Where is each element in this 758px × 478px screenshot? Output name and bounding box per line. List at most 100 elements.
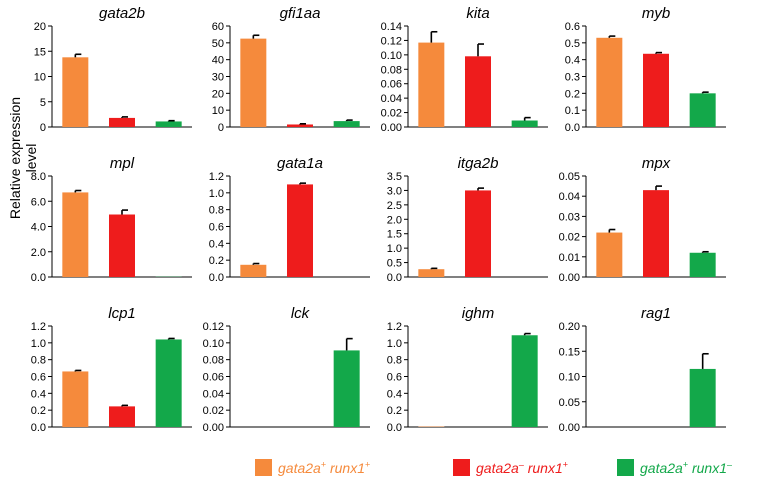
legend-item-orange: gata2a+ runx1+ [255,458,370,478]
panel-title: gata2b [99,5,145,22]
y-tick-label: 10 [34,72,46,84]
y-tick-label: 0.0 [565,122,580,134]
bar [418,42,445,127]
bar [109,117,135,127]
panel-title: mpx [642,155,671,172]
bar [596,37,623,127]
y-tick-label: 0.10 [559,372,580,384]
y-tick-label: 0 [218,122,224,134]
y-tick-label: 0.6 [31,372,46,384]
y-axis-label: Relative expression level [7,96,39,220]
y-tick-label: 60 [212,21,224,33]
y-tick-label: 40 [212,55,224,67]
y-tick-label: 0.04 [559,191,580,203]
panel-title: rag1 [641,305,671,322]
y-tick-label: 0.00 [559,272,580,284]
y-tick-label: 0.02 [559,232,580,244]
bar [155,339,182,427]
y-tick-label: 0.06 [203,372,224,384]
y-tick-label: 0.4 [387,388,402,400]
legend-item-red: gata2a– runx1+ [453,458,568,478]
bar [287,184,313,277]
bar [240,38,267,127]
y-tick-label: 8.0 [31,171,46,183]
y-tick-label: 1.2 [209,171,224,183]
panel-title: myb [642,5,670,22]
bar [333,350,360,427]
bar [333,121,360,127]
y-tick-label: 0.14 [381,21,402,33]
y-tick-label: 2.0 [387,214,402,226]
y-tick-label: 50 [212,38,224,50]
y-tick-label: 0.0 [31,422,46,434]
y-tick-label: 1.0 [209,188,224,200]
y-tick-label: 0.2 [565,88,580,100]
bar [643,190,669,277]
y-tick-label: 0.8 [209,205,224,217]
y-tick-label: 0.20 [559,321,580,333]
y-tick-label: 30 [212,72,224,84]
bar [109,406,135,427]
bar [689,93,716,127]
y-tick-label: 0.0 [209,272,224,284]
y-tick-label: 0 [40,122,46,134]
y-tick-label: 0.03 [559,211,580,223]
y-tick-label: 0.8 [31,355,46,367]
legend-swatch [255,458,272,476]
y-tick-label: 1.0 [31,338,46,350]
y-tick-label: 0.4 [209,238,224,250]
bar [689,368,716,427]
bar [643,53,669,127]
panel-title: lck [291,305,311,322]
y-tick-label: 0.04 [381,93,402,105]
legend-gene: runx1 [329,459,366,476]
y-tick-label: 20 [34,21,46,33]
y-tick-label: 0.06 [381,79,402,91]
y-tick-label: 0.10 [381,50,402,62]
y-tick-label: 0.2 [31,405,46,417]
y-tick-label: 0.5 [387,258,402,270]
y-tick-label: 1.0 [387,338,402,350]
y-tick-label: 0.12 [381,35,402,47]
y-tick-label: 0.15 [559,346,580,358]
bar [465,190,491,277]
y-tick-label: 0.08 [381,64,402,76]
y-tick-label: 0.6 [209,222,224,234]
y-tick-label: 6.0 [31,196,46,208]
y-tick-label: 0.8 [387,355,402,367]
y-tick-label: 0.6 [387,372,402,384]
bar [689,252,716,277]
legend-swatch [453,458,470,476]
panel-title: kita [466,5,489,22]
bar [287,124,313,127]
bar [511,335,538,427]
y-tick-label: 15 [34,46,46,58]
y-tick-label: 1.2 [387,321,402,333]
legend-gene: runx1 [691,459,728,476]
y-tick-label: 20 [212,88,224,100]
bar [62,192,89,277]
y-tick-label: 0.08 [203,355,224,367]
y-tick-label: 1.0 [387,243,402,255]
bar [465,56,491,127]
panel-title: mpl [110,155,135,172]
y-tick-label: 0.05 [559,171,580,183]
panel-title: gata1a [277,155,323,172]
panel-title: ighm [462,305,495,322]
y-tick-label: 0.12 [203,321,224,333]
y-tick-label: 0.02 [381,108,402,120]
y-tick-label: 5 [40,97,46,109]
y-tick-label: 0.2 [209,255,224,267]
y-tick-label: 0.00 [559,422,580,434]
bar [418,269,445,277]
y-tick-label: 0.00 [381,122,402,134]
y-tick-label: 1.2 [31,321,46,333]
y-tick-label: 0.02 [203,405,224,417]
panel-title: gfi1aa [280,5,321,22]
legend-item-green: gata2a+ runx1– [617,458,732,478]
y-tick-label: 2.5 [387,200,402,212]
legend-swatch [617,458,634,476]
y-tick-label: 0.00 [203,422,224,434]
y-tick-label: 10 [212,105,224,117]
